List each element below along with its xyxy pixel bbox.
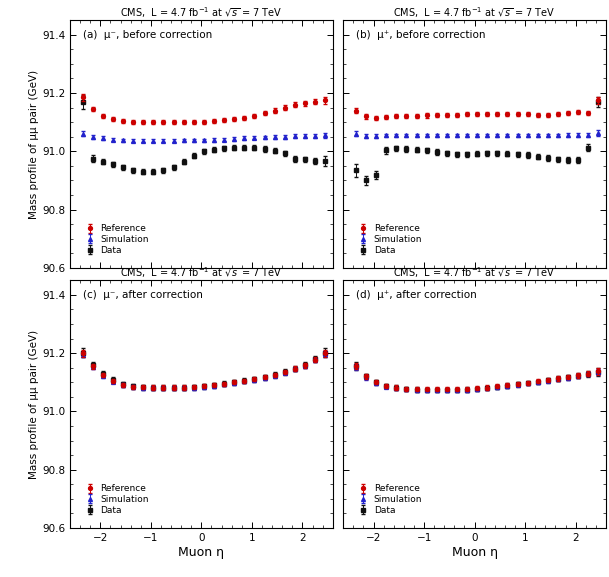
Title: CMS,  L = 4.7 fb$^{-1}$ at $\sqrt{s}$ = 7 TeV: CMS, L = 4.7 fb$^{-1}$ at $\sqrt{s}$ = 7… bbox=[120, 265, 283, 280]
Legend: Reference, Simulation, Data: Reference, Simulation, Data bbox=[80, 481, 153, 519]
Title: CMS,  L = 4.7 fb$^{-1}$ at $\sqrt{s}$ = 7 TeV: CMS, L = 4.7 fb$^{-1}$ at $\sqrt{s}$ = 7… bbox=[393, 265, 556, 280]
X-axis label: Muon η: Muon η bbox=[452, 546, 498, 559]
X-axis label: Muon η: Muon η bbox=[178, 546, 224, 559]
Title: CMS,  L = 4.7 fb$^{-1}$ at $\sqrt{s}$ = 7 TeV: CMS, L = 4.7 fb$^{-1}$ at $\sqrt{s}$ = 7… bbox=[120, 5, 283, 20]
Text: (d)  μ⁺, after correction: (d) μ⁺, after correction bbox=[356, 290, 477, 300]
Y-axis label: Mass profile of μμ pair (GeV): Mass profile of μμ pair (GeV) bbox=[29, 329, 39, 479]
Legend: Reference, Simulation, Data: Reference, Simulation, Data bbox=[353, 481, 426, 519]
Legend: Reference, Simulation, Data: Reference, Simulation, Data bbox=[80, 220, 153, 258]
Text: (c)  μ⁻, after correction: (c) μ⁻, after correction bbox=[83, 290, 203, 300]
Text: (b)  μ⁺, before correction: (b) μ⁺, before correction bbox=[356, 30, 486, 40]
Legend: Reference, Simulation, Data: Reference, Simulation, Data bbox=[353, 220, 426, 258]
Text: (a)  μ⁻, before correction: (a) μ⁻, before correction bbox=[83, 30, 213, 40]
Y-axis label: Mass profile of μμ pair (GeV): Mass profile of μμ pair (GeV) bbox=[29, 69, 39, 219]
Title: CMS,  L = 4.7 fb$^{-1}$ at $\sqrt{s}$ = 7 TeV: CMS, L = 4.7 fb$^{-1}$ at $\sqrt{s}$ = 7… bbox=[393, 5, 556, 20]
